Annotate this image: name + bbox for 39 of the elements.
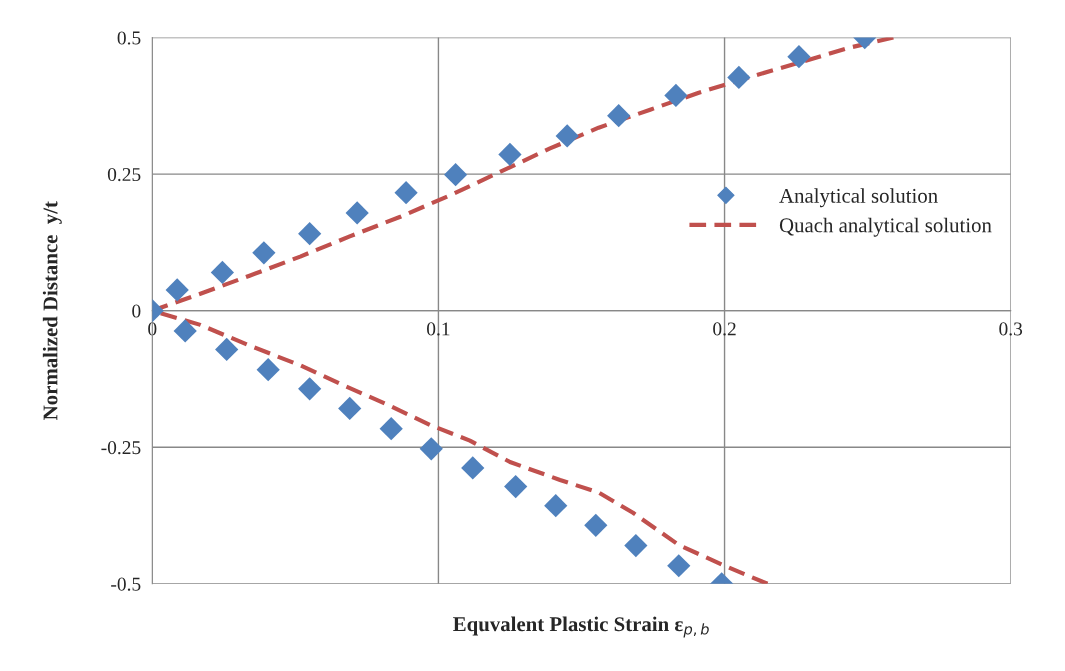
point [338, 396, 362, 421]
point [215, 337, 239, 362]
x-tick-label: 0 [148, 322, 157, 336]
legend-label: Quach analytical solution [779, 217, 992, 237]
point [443, 163, 468, 187]
y-tick-label: 0.5 [117, 31, 141, 45]
point [165, 278, 189, 302]
point [584, 513, 608, 537]
point [607, 104, 631, 128]
point [461, 456, 485, 480]
point [345, 201, 369, 225]
point [498, 142, 522, 167]
y-tick-label: 0.25 [107, 167, 141, 182]
point [210, 260, 235, 285]
point [555, 124, 579, 148]
point [544, 494, 568, 518]
point [787, 45, 811, 69]
point [394, 181, 418, 205]
x-tick-label: 0.1 [427, 322, 450, 336]
y-tick-label: 0 [132, 304, 141, 318]
y-tick-label: -0.25 [101, 441, 141, 455]
point [173, 319, 197, 343]
point [379, 417, 403, 441]
point [419, 437, 443, 461]
x-axis-title: Equvalent Plastic Strain ε$_{p,b}$ [453, 616, 709, 638]
point [256, 358, 280, 382]
point [298, 377, 322, 401]
y-axis-title: Normalized Distance y/t [42, 201, 62, 420]
y-tick-label: -0.5 [111, 577, 141, 591]
x-tick-label: 0.2 [713, 322, 736, 336]
x-tick-label: 0.3 [999, 322, 1023, 336]
point [624, 533, 648, 558]
point [504, 474, 528, 499]
point [298, 222, 322, 246]
point [727, 65, 751, 90]
point [664, 83, 688, 108]
legend-label: Analytical solution [779, 188, 938, 208]
point [252, 241, 276, 265]
point [667, 554, 691, 578]
